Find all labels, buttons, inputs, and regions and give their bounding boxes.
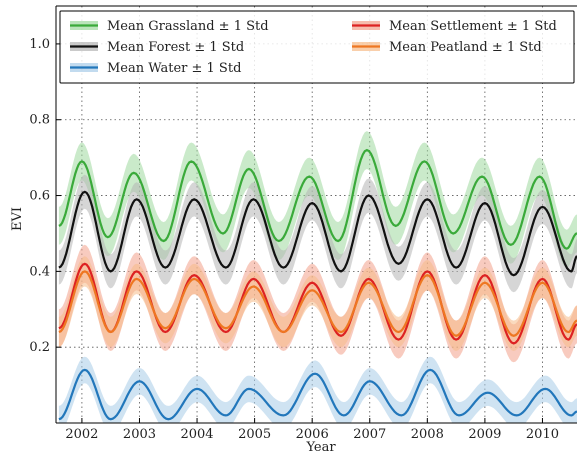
plot-frame [55,5,577,424]
legend-label-mean-peatland-1-std: Mean Peatland ± 1 Std [389,40,542,55]
x-tick-label-2005: 2005 [238,427,271,442]
x-tick-label-2006: 2006 [296,427,329,442]
legend-label-mean-forest-1-std: Mean Forest ± 1 Std [107,40,244,55]
x-tick-label-2008: 2008 [411,427,444,442]
x-tick-label-2002: 2002 [65,427,98,442]
y-tick-label-0.2: 0.2 [29,340,50,355]
std-bands [58,131,577,423]
y-tick-label-0.4: 0.4 [29,264,50,279]
y-tick-label-1.0: 1.0 [29,37,50,52]
y-axis-label: EVI [10,207,25,231]
line-mean-forest-1-std [58,190,577,277]
legend-label-mean-water-1-std: Mean Water ± 1 Std [107,61,241,76]
x-tick-label-2007: 2007 [353,427,386,442]
x-tick-label-2004: 2004 [180,427,213,442]
line-mean-water-1-std [58,368,577,421]
mean-lines [58,148,577,421]
y-axis-ticks: 0.2 0.4 0.6 0.8 1.0 [29,37,61,355]
legend-label-mean-settlement-1-std: Mean Settlement ± 1 Std [389,19,557,34]
y-tick-label-0.8: 0.8 [29,113,50,128]
x-axis-label: Year [305,440,336,454]
legend-label-mean-grassland-1-std: Mean Grassland ± 1 Std [107,19,269,34]
y-tick-label-0.6: 0.6 [29,189,50,204]
x-axis-ticks: 2002 2003 2004 2005 2006 2007 2008 2009 2010 [65,418,559,442]
legend-box [59,10,575,84]
legend: Mean Grassland ± 1 Std Mean Forest ± 1 St… [59,10,575,84]
x-tick-label-2009: 2009 [468,427,501,442]
x-tick-label-2003: 2003 [123,427,156,442]
band-mean-water-1-std [58,356,577,423]
line-mean-peatland-1-std [58,270,577,337]
x-tick-label-2010: 2010 [526,427,559,442]
line-mean-grassland-1-std [58,148,577,250]
